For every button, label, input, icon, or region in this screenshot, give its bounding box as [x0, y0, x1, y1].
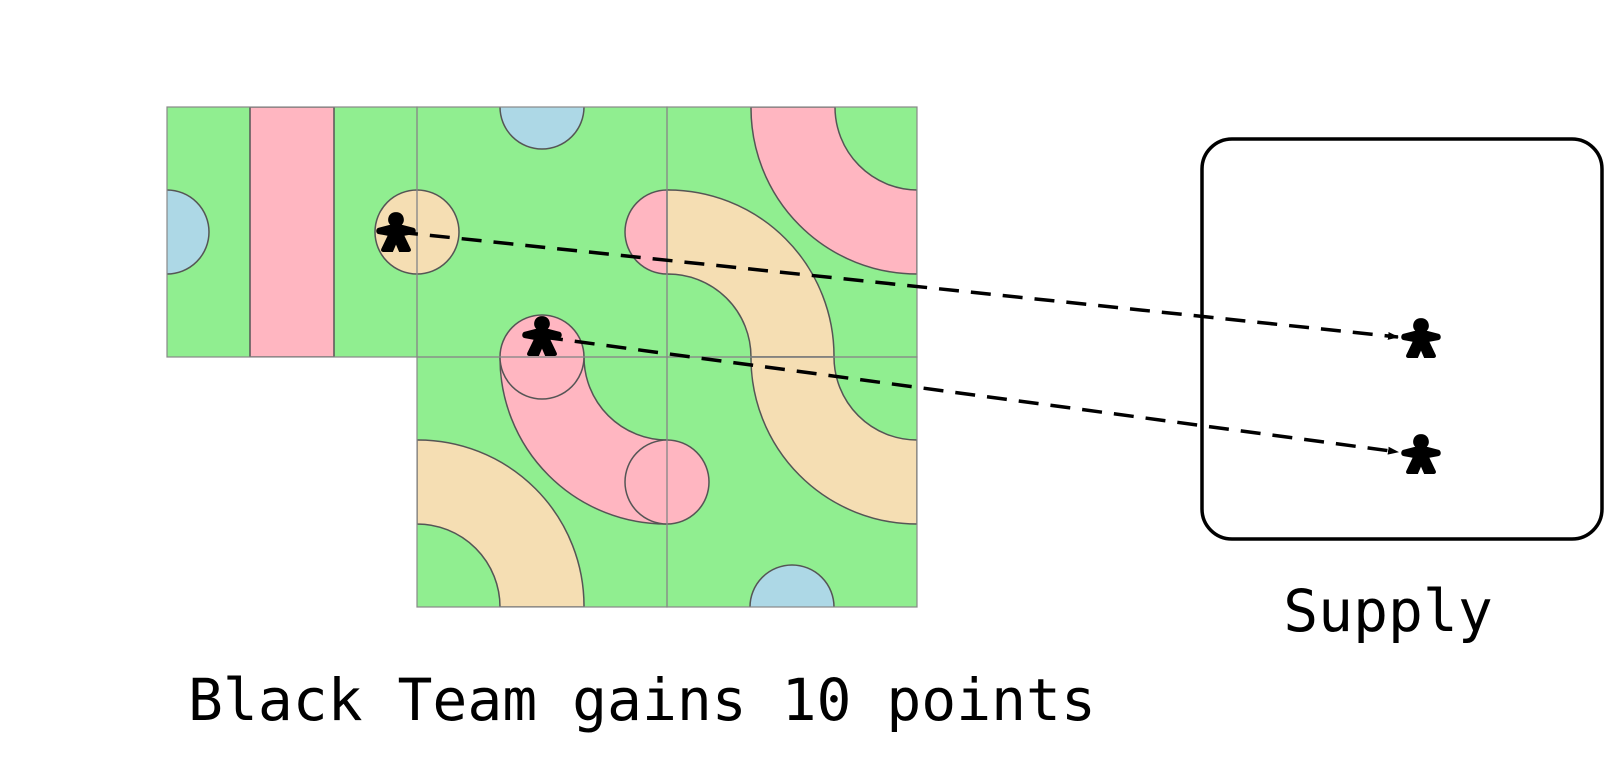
lake-feature [499, 107, 585, 150]
return-arrow-2 [542, 335, 1399, 455]
meeple-icon [1401, 318, 1441, 358]
return-arrow-1 [397, 230, 1399, 340]
road-segment [249, 107, 335, 358]
river-curve [416, 439, 585, 607]
tile-borders [166, 106, 918, 608]
lake-feature [749, 564, 835, 607]
road-curve [750, 107, 917, 275]
supply-label: Supply [1283, 577, 1493, 645]
river-curve [666, 189, 835, 358]
supply-box [1200, 137, 1604, 541]
river-curve [750, 356, 917, 525]
lake-feature [167, 189, 210, 275]
meeple-icon [1401, 434, 1441, 474]
scoring-caption: Black Team gains 10 points [188, 666, 1096, 734]
